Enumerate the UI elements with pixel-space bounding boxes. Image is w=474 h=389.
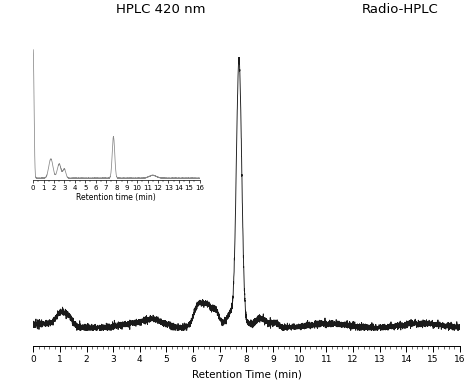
Text: HPLC 420 nm: HPLC 420 nm [117, 3, 206, 16]
X-axis label: Retention Time (min): Retention Time (min) [191, 369, 301, 379]
Text: Radio-HPLC: Radio-HPLC [362, 3, 438, 16]
